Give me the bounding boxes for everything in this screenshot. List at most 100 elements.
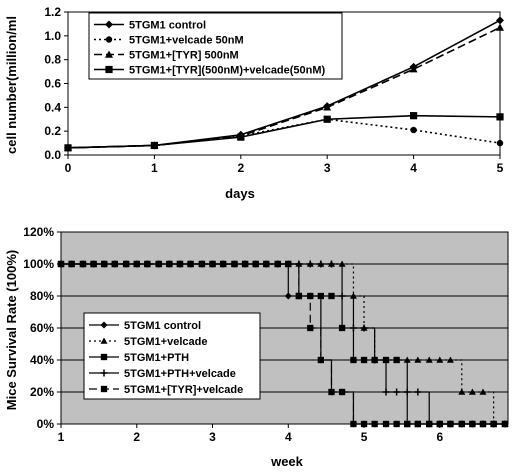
data-point <box>133 260 140 268</box>
legend-swatch-marker <box>100 321 108 329</box>
y-tick-label: 40% <box>30 353 54 367</box>
legend-label: 5TGM1+[TYR]+velcade <box>124 384 243 396</box>
data-point <box>350 420 357 428</box>
legend-label: 5TGM1+PTH <box>124 352 189 364</box>
data-point <box>328 388 335 396</box>
data-point <box>425 356 433 363</box>
data-point <box>176 260 184 268</box>
cell-growth-chart: 0.0 0.2 0.4 0.6 0.8 1.0 1.2 0 1 2 3 4 5 5TGM1 contro… <box>4 5 504 201</box>
y-tick-label: 1.0 <box>44 29 61 43</box>
data-point <box>327 260 335 268</box>
data-point <box>496 139 504 147</box>
data-point <box>306 260 314 268</box>
legend-top: 5TGM1 control 5TGM1+velcade 50nM 5TGM1+[TY… <box>88 12 343 80</box>
data-point <box>241 260 249 268</box>
data-point <box>468 388 476 395</box>
data-point <box>252 260 259 268</box>
data-point <box>263 260 270 268</box>
data-point <box>393 356 400 364</box>
x-tick-label: 3 <box>209 430 216 444</box>
x-tick-label: 1 <box>58 430 65 444</box>
data-point <box>285 260 292 268</box>
data-point <box>144 260 151 268</box>
y-tick-label: 20% <box>30 385 54 399</box>
data-point <box>410 126 417 134</box>
data-point <box>371 356 379 364</box>
data-point <box>79 260 87 268</box>
x-tick-label: 5 <box>497 161 504 175</box>
data-point <box>328 292 335 300</box>
data-point <box>284 292 292 300</box>
data-point <box>231 260 238 268</box>
data-point <box>414 356 422 363</box>
y-tick-label: 100% <box>23 257 54 271</box>
data-point <box>469 420 476 428</box>
data-point <box>403 388 411 396</box>
legend-entry: 5TGM1 control <box>94 20 206 32</box>
axis-ticks-bottom: 0% 20% 40% 60% 80% 100% 120% 1 2 3 4 5 6 <box>23 225 443 444</box>
data-point <box>410 112 418 120</box>
data-point <box>436 356 444 363</box>
y-axis-label-top: cell number(million/ml <box>4 16 19 154</box>
data-point <box>307 324 314 332</box>
y-tick-label: 80% <box>30 289 54 303</box>
axis-ticks-top: 0.0 0.2 0.4 0.6 0.8 1.0 1.2 0 1 2 3 4 5 <box>44 5 503 175</box>
x-tick-label: 2 <box>133 430 140 444</box>
y-tick-label: 0.0 <box>44 148 61 162</box>
data-point <box>496 16 504 25</box>
legend-label: 5TGM1 control <box>124 320 201 332</box>
data-point <box>458 420 465 428</box>
data-point <box>447 420 454 428</box>
y-tick-label: 0.8 <box>44 53 61 67</box>
legend-entry: 5TGM1+[TYR] 500nM <box>94 50 239 62</box>
data-point <box>338 292 346 300</box>
y-tick-label: 0% <box>37 417 55 431</box>
data-point <box>382 420 390 428</box>
x-tick-label: 0 <box>65 161 72 175</box>
legend-label: 5TGM1+velcade 50nM <box>129 35 244 47</box>
series-5 <box>57 260 509 428</box>
data-point <box>446 356 454 363</box>
data-point <box>371 420 378 428</box>
legend-swatch-marker <box>105 36 113 43</box>
legend-swatch-marker <box>105 20 113 29</box>
y-tick-label: 0.6 <box>44 77 61 91</box>
data-point <box>295 292 303 300</box>
legend-entry: 5TGM1+PTH <box>89 352 189 364</box>
data-point <box>393 388 401 396</box>
data-point <box>274 260 281 268</box>
data-point <box>360 356 368 364</box>
legend-box <box>88 12 343 80</box>
data-point <box>323 115 331 123</box>
x-tick-label: 5 <box>361 430 368 444</box>
x-tick-label: 1 <box>151 161 158 175</box>
x-axis-label-top: days <box>225 186 255 201</box>
data-point <box>317 292 325 300</box>
legend-label: 5TGM1+[TYR](500nM)+velcade(50nM) <box>129 65 326 77</box>
data-point <box>64 144 72 152</box>
data-point <box>338 324 346 332</box>
data-point <box>479 388 487 395</box>
data-point <box>436 420 443 428</box>
data-point <box>209 260 216 268</box>
data-point <box>317 356 325 364</box>
legend-entry: 5TGM1+[TYR]+velcade <box>89 384 243 396</box>
data-point <box>490 420 497 428</box>
data-point <box>150 141 158 150</box>
x-tick-label: 3 <box>324 161 331 175</box>
data-point <box>111 260 118 268</box>
y-tick-label: 0.4 <box>44 100 61 114</box>
x-tick-label: 4 <box>285 430 292 444</box>
legend-label: 5TGM1+[TYR] 500nM <box>129 50 239 62</box>
data-point <box>382 388 390 396</box>
data-point <box>101 260 108 268</box>
legend-entry: 5TGM1+PTH+velcade <box>89 368 236 380</box>
legend-swatch-marker <box>100 369 108 377</box>
legend-swatch-marker <box>100 353 108 361</box>
data-point <box>350 356 357 364</box>
data-point <box>338 388 346 396</box>
legend-entry: 5TGM1+velcade <box>89 336 207 348</box>
data-point <box>501 420 509 428</box>
data-point <box>187 260 194 268</box>
